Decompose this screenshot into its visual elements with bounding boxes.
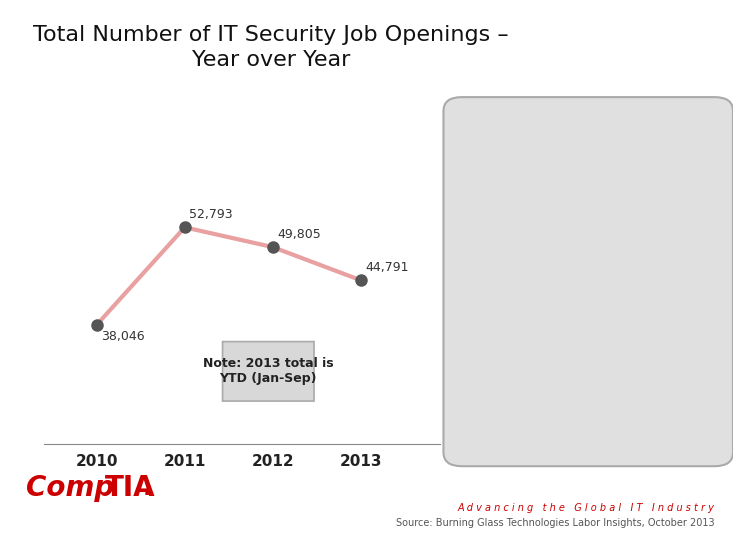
Text: Network Security
Engineer: Network Security Engineer [487, 251, 607, 281]
Text: 44,791: 44,791 [365, 261, 408, 274]
Text: Comp: Comp [26, 475, 114, 502]
Text: Security Analyst: Security Analyst [487, 301, 600, 315]
Text: .: . [141, 470, 154, 502]
Text: •: • [475, 301, 484, 316]
Text: 38,046: 38,046 [101, 330, 145, 343]
Text: Note: 2013 total is
YTD (Jan-Sep): Note: 2013 total is YTD (Jan-Sep) [203, 357, 334, 385]
Text: •: • [475, 351, 484, 366]
Text: •: • [475, 151, 484, 166]
Text: Top Job Titles: Top Job Titles [526, 125, 652, 143]
Text: TIA: TIA [105, 475, 155, 502]
Text: 52,793: 52,793 [189, 208, 233, 221]
Text: Security Engineer: Security Engineer [487, 151, 611, 165]
Text: Source: Burning Glass Technologies Labor Insights, October 2013: Source: Burning Glass Technologies Labor… [396, 518, 715, 528]
Text: Total Number of IT Security Job Openings –
Year over Year: Total Number of IT Security Job Openings… [34, 25, 509, 70]
Text: A d v a n c i n g   t h e   G l o b a l   I T   I n d u s t r y: A d v a n c i n g t h e G l o b a l I T … [458, 503, 715, 513]
Text: Information Security
Analyst: Information Security Analyst [487, 201, 630, 231]
FancyBboxPatch shape [223, 341, 314, 401]
Text: •: • [475, 201, 484, 216]
Text: •: • [475, 251, 484, 266]
Text: 49,805: 49,805 [277, 228, 321, 241]
Text: Information Security
Engineer: Information Security Engineer [487, 351, 630, 381]
